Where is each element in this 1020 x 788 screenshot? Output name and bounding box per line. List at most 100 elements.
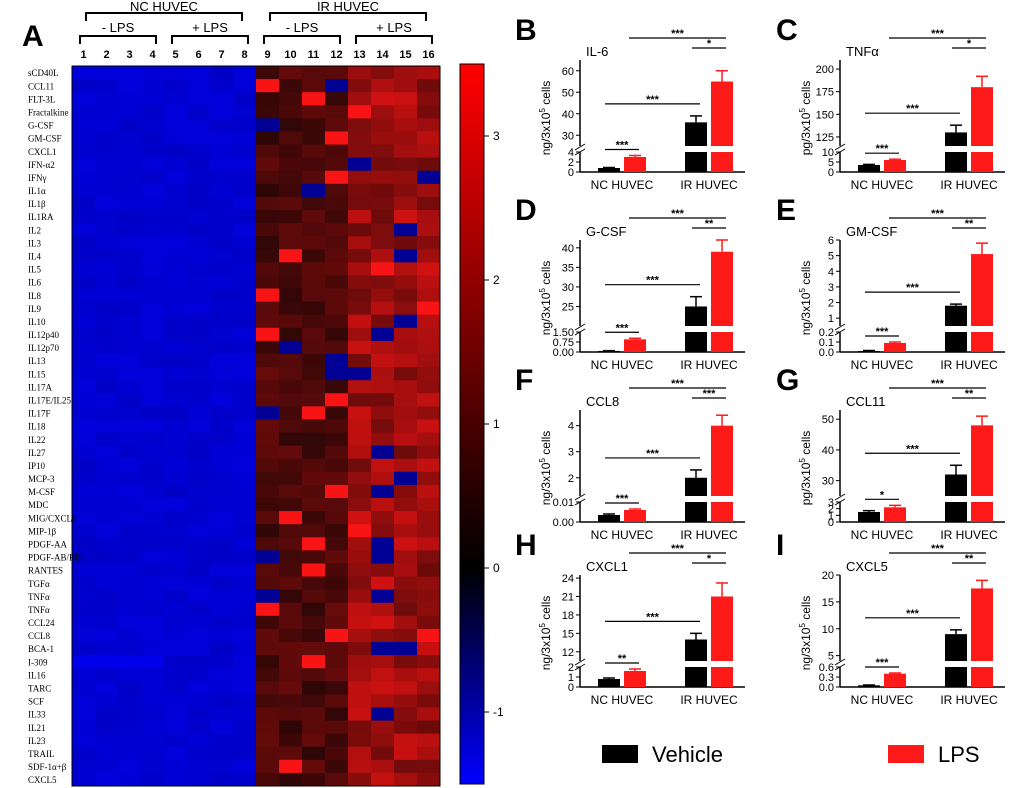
bar-nc-lps xyxy=(624,339,646,352)
heatmap-cell xyxy=(187,681,211,695)
heatmap-cell xyxy=(302,615,326,630)
bar-nc-vehicle xyxy=(598,515,620,522)
heatmap-cell xyxy=(417,92,441,106)
heatmap-cell xyxy=(256,236,280,250)
heatmap-cell xyxy=(417,642,441,656)
heatmap-cell xyxy=(348,458,372,473)
heatmap-cell xyxy=(325,340,349,355)
heatmap-cell xyxy=(95,655,119,669)
heatmap-cell xyxy=(394,772,418,787)
heatmap-cell xyxy=(233,772,257,787)
x-tick-label: IR HUVEC xyxy=(680,528,738,542)
heatmap-cell xyxy=(279,157,303,172)
heatmap-cell xyxy=(325,236,349,250)
heatmap-cell xyxy=(371,681,395,695)
heatmap-cell xyxy=(72,733,96,748)
heatmap-cell xyxy=(118,537,142,551)
heatmap-cell xyxy=(256,66,280,80)
x-tick-label: NC HUVEC xyxy=(591,528,654,542)
heatmap-cell xyxy=(72,720,96,735)
heatmap-cell xyxy=(210,183,234,198)
y-tick-label: 15 xyxy=(562,628,574,640)
heatmap-cell xyxy=(72,563,96,578)
heatmap-cell xyxy=(72,131,96,146)
colorbar-tick-label: 2 xyxy=(493,273,500,287)
heatmap-cell xyxy=(348,733,372,748)
heatmap-cell xyxy=(210,615,234,630)
group-bracket xyxy=(85,12,243,21)
heatmap-cell xyxy=(210,576,234,591)
heatmap-cell xyxy=(95,642,119,656)
heatmap-cell xyxy=(371,236,395,250)
heatmap-cell xyxy=(279,772,303,787)
group-header-ir: IR HUVEC xyxy=(317,0,379,14)
heatmap-cell xyxy=(141,642,165,656)
heatmap-cell xyxy=(164,628,188,643)
heatmap-cell xyxy=(325,432,349,447)
heatmap-cell xyxy=(325,66,349,80)
heatmap-cell xyxy=(233,144,257,159)
heatmap-row-label: G-CSF xyxy=(28,121,54,131)
heatmap-cell xyxy=(325,602,349,617)
heatmap-cell xyxy=(371,615,395,630)
bar-nc-lps xyxy=(884,673,906,687)
heatmap-cell xyxy=(302,445,326,460)
heatmap-cell xyxy=(325,720,349,735)
heatmap-cell xyxy=(371,498,395,512)
heatmap-cell xyxy=(256,196,280,211)
heatmap-cell xyxy=(95,707,119,722)
bar-ir-vehicle xyxy=(685,306,707,326)
heatmap-cell xyxy=(118,157,142,172)
heatmap-cell xyxy=(95,354,119,368)
heatmap-cell xyxy=(118,498,142,512)
heatmap-row-label: IL17E/IL25 xyxy=(28,395,71,405)
heatmap-cell xyxy=(210,511,234,525)
y-tick-label: 4 xyxy=(828,266,834,278)
heatmap-row-label: IL23 xyxy=(28,736,46,746)
heatmap-cell xyxy=(394,733,418,748)
heatmap-cell xyxy=(348,772,372,787)
heatmap-cell xyxy=(256,223,280,237)
heatmap-cell xyxy=(348,537,372,551)
heatmap-cell xyxy=(256,354,280,368)
significance-stars: *** xyxy=(671,543,685,555)
heatmap-cell xyxy=(417,327,441,342)
heatmap-cell xyxy=(279,183,303,198)
bar-ir-vehicle xyxy=(945,634,967,661)
heatmap-cell xyxy=(417,511,441,525)
bar-nc-vehicle xyxy=(598,168,620,172)
significance-stars: ** xyxy=(965,218,974,230)
heatmap-cell xyxy=(95,471,119,486)
heatmap-column-label: 13 xyxy=(353,49,365,61)
heatmap-cell xyxy=(371,327,395,342)
heatmap-cell xyxy=(233,720,257,735)
bar-nc-vehicle xyxy=(858,165,880,172)
panel-letter-a: A xyxy=(22,20,44,53)
heatmap-row-label: IL9 xyxy=(28,304,41,314)
y-tick-label: 200 xyxy=(816,64,834,76)
heatmap-cell xyxy=(394,79,418,93)
heatmap-cell xyxy=(210,550,234,564)
heatmap-cell xyxy=(72,707,96,722)
heatmap-cell xyxy=(394,340,418,355)
heatmap-cell xyxy=(302,458,326,473)
heatmap-cell xyxy=(417,655,441,669)
heatmap-cell xyxy=(325,131,349,146)
heatmap-cell xyxy=(141,668,165,682)
heatmap-cell xyxy=(95,772,119,787)
subgroup-header: + LPS xyxy=(376,20,412,35)
heatmap-cell xyxy=(417,406,441,420)
heatmap-cell xyxy=(95,432,119,447)
y-tick-label: 1 xyxy=(828,313,834,325)
heatmap-cell xyxy=(164,301,188,316)
heatmap-cell xyxy=(95,563,119,578)
heatmap-cell xyxy=(302,511,326,525)
heatmap-cell xyxy=(417,340,441,355)
heatmap-cell xyxy=(210,707,234,722)
heatmap-cell xyxy=(95,79,119,93)
heatmap-cell xyxy=(72,144,96,159)
heatmap-cell xyxy=(233,354,257,368)
heatmap-cell xyxy=(325,642,349,656)
x-tick-label: IR HUVEC xyxy=(680,358,738,372)
